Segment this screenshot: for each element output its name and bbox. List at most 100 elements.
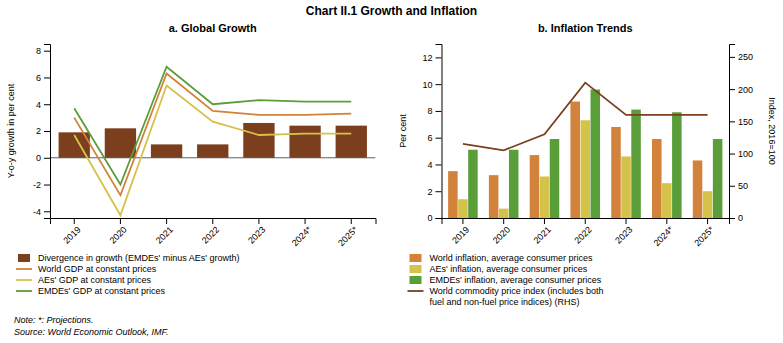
panel-title: a. Global Growth <box>169 22 257 34</box>
tick-mark <box>729 154 735 155</box>
bar <box>448 171 458 218</box>
tick: -4 <box>33 207 50 217</box>
tick-mark <box>44 51 50 52</box>
legend: Divergence in growth (EMDEs' minus AEs' … <box>16 253 240 296</box>
x-axis: 2019 2020 2021 2022 2023 2024* 2025* <box>51 218 377 248</box>
tick-label: 2019 <box>450 224 471 245</box>
bar <box>151 144 182 157</box>
legend: World inflation, average consumer prices… <box>408 253 604 307</box>
tick: 2019 <box>61 218 82 246</box>
legend-label: EMDEs' GDP at constant prices <box>38 286 166 296</box>
legend-label: World commodity price index (includes bo… <box>430 286 604 307</box>
tick: 4 <box>36 100 50 110</box>
bar <box>580 120 590 218</box>
bar <box>289 126 320 158</box>
legend-swatch <box>16 268 32 270</box>
tick-label: 6 <box>36 73 41 83</box>
tick: 2024* <box>652 218 676 248</box>
tick-mark <box>44 77 50 78</box>
tick-label: 150 <box>738 117 753 127</box>
bar <box>631 110 641 218</box>
legend-swatch <box>18 254 30 262</box>
tick-mark <box>729 121 735 122</box>
tick-mark <box>729 218 735 219</box>
tick-mark <box>436 191 442 192</box>
bar-series <box>468 90 722 218</box>
tick: 0 <box>36 153 50 163</box>
y-axis-title: Y-o-y growth in per cent <box>6 83 16 178</box>
y-axis-title: Per cent <box>398 114 408 148</box>
legend-swatch <box>408 290 424 292</box>
tick-label: 6 <box>427 133 432 143</box>
tick-mark <box>729 89 735 90</box>
legend-swatch <box>16 279 32 281</box>
tick-label: 2024* <box>652 224 676 248</box>
tick-label: -2 <box>33 180 41 190</box>
legend-item: World commodity price index (includes bo… <box>408 286 604 307</box>
tick-mark <box>120 218 121 224</box>
tick-mark <box>74 218 75 224</box>
tick: 2 <box>427 187 441 197</box>
tick-label: 2024* <box>290 224 314 248</box>
bar <box>499 209 509 218</box>
legend-label-line: Divergence in growth (EMDEs' minus AEs' … <box>38 253 240 263</box>
tick: 100 <box>729 149 753 159</box>
tick-mark <box>585 218 586 224</box>
tick-label: 2023 <box>246 224 267 245</box>
tick-label: 4 <box>427 160 432 170</box>
bar <box>509 150 519 218</box>
axis-line <box>44 45 51 219</box>
legend-item: AEs' inflation, average consumer prices <box>410 264 588 274</box>
legend-label-line: World commodity price index (includes bo… <box>430 286 604 296</box>
tick-mark <box>462 218 463 224</box>
tick: 2020 <box>491 218 512 246</box>
tick: 2021 <box>154 218 175 246</box>
x-axis: 201920202021202220232024*2025* <box>442 218 730 248</box>
bar <box>243 123 274 158</box>
tick-label: 2020 <box>108 224 129 245</box>
legend-label: Divergence in growth (EMDEs' minus AEs' … <box>38 253 240 263</box>
legend-label-line: fuel and non-fuel price indices) (RHS) <box>430 297 580 307</box>
tick: 2025* <box>336 218 360 248</box>
axis-line <box>436 45 443 219</box>
tick-mark <box>258 218 259 224</box>
tick-mark <box>44 185 50 186</box>
panel: -4-202468201920202021202220232024*2025*a… <box>6 22 376 296</box>
tick-mark <box>436 138 442 139</box>
tick-label: 8 <box>427 106 432 116</box>
tick: 250 <box>729 52 753 62</box>
tick-mark <box>729 57 735 58</box>
tick-label: 2022 <box>200 224 221 245</box>
axis-line <box>442 219 730 225</box>
tick: -2 <box>33 180 50 190</box>
line <box>463 83 708 151</box>
tick: 50 <box>729 181 748 191</box>
tick: 2025* <box>692 218 716 248</box>
tick: 0 <box>729 213 743 223</box>
bar <box>662 183 672 218</box>
bar <box>540 177 550 218</box>
tick-mark <box>305 218 306 224</box>
tick-mark <box>707 218 708 224</box>
legend-label-line: World inflation, average consumer prices <box>430 253 593 263</box>
bar <box>489 175 499 218</box>
tick: 4 <box>427 160 441 170</box>
tick-mark <box>436 57 442 58</box>
tick-label: 50 <box>738 181 748 191</box>
tick-label: -4 <box>33 207 41 217</box>
annotation: Source: World Economic Outlook, IMF. <box>14 327 168 337</box>
legend-item: EMDEs' inflation, average consumer price… <box>410 275 602 285</box>
tick: 12 <box>422 53 441 63</box>
tick: 2020 <box>108 218 129 246</box>
tick: 200 <box>729 84 753 94</box>
bar <box>458 199 468 218</box>
tick-label: 2021 <box>154 224 175 245</box>
tick-mark <box>44 131 50 132</box>
bar <box>621 156 631 218</box>
y-axis: -4-202468 <box>33 45 51 219</box>
tick-mark <box>666 218 667 224</box>
legend-label-line: EMDEs' inflation, average consumer price… <box>430 275 602 285</box>
bar <box>530 155 540 218</box>
y2-axis-title: Index, 2016=100 <box>767 97 777 164</box>
tick-mark <box>436 218 442 219</box>
